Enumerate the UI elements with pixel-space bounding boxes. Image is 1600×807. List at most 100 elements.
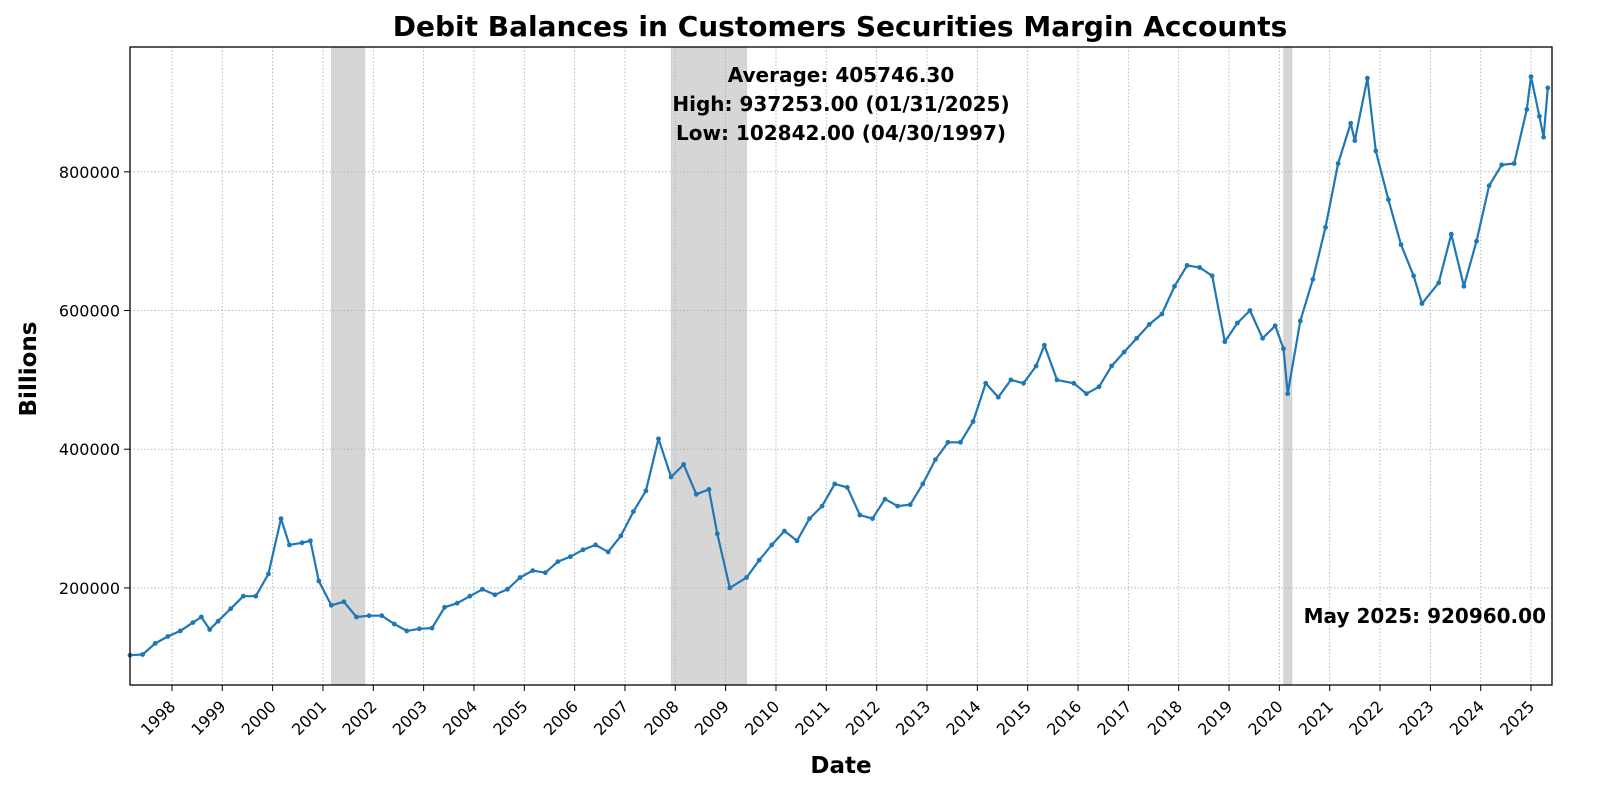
data-point-2023-06 xyxy=(1448,231,1454,237)
data-point-2019-09 xyxy=(1260,335,1265,341)
x-tick-label-2007: 2007 xyxy=(590,697,632,739)
data-point-2004-06 xyxy=(492,592,498,598)
recession-band-0 xyxy=(331,46,366,686)
data-point-1998-10 xyxy=(207,627,213,632)
x-tick-label-2021: 2021 xyxy=(1295,697,1337,739)
data-point-2021-03 xyxy=(1335,161,1341,166)
data-point-2013-03 xyxy=(933,457,938,462)
data-point-2014-12 xyxy=(1021,380,1026,386)
y-tick-label-800000: 800000 xyxy=(59,163,120,182)
data-point-2016-03 xyxy=(1084,391,1089,397)
data-point-2009-12 xyxy=(769,542,775,548)
data-point-2010-09 xyxy=(807,516,812,521)
grid-lines xyxy=(130,47,1552,685)
x-tick-label-2009: 2009 xyxy=(691,697,733,739)
data-point-2024-12 xyxy=(1524,107,1530,112)
x-axis-ticks: 1998 1999 2000 2001 2002 2003 2004 2005 2006 2007… xyxy=(137,685,1538,739)
data-point-2015-05 xyxy=(1042,342,1047,348)
data-point-2009-02 xyxy=(727,585,733,591)
data-point-2003-09 xyxy=(454,600,460,606)
data-point-2002-12 xyxy=(417,626,422,632)
data-point-2014-03 xyxy=(983,380,989,386)
data-point-1997-12 xyxy=(165,634,171,639)
data-point-2000-08 xyxy=(299,540,305,546)
plot-frame xyxy=(129,46,1553,686)
data-point-2013-06 xyxy=(945,439,951,445)
data-point-2022-06 xyxy=(1398,242,1404,248)
data-point-2005-12 xyxy=(568,554,573,560)
data-point-2005-03 xyxy=(530,568,536,573)
data-point-2003-12 xyxy=(467,593,473,599)
data-point-2019-06 xyxy=(1247,308,1253,313)
y-tick-label-600000: 600000 xyxy=(59,302,120,321)
data-point-2010-06 xyxy=(794,538,800,544)
data-point-2000-03 xyxy=(278,516,284,521)
x-tick-label-2017: 2017 xyxy=(1093,697,1135,739)
x-tick-label-2008: 2008 xyxy=(640,697,682,739)
data-point-2011-03 xyxy=(832,481,838,487)
data-series xyxy=(127,74,1551,658)
data-point-2012-12 xyxy=(920,481,926,487)
x-tick-label-2000: 2000 xyxy=(238,697,280,739)
data-point-2020-02 xyxy=(1281,346,1286,352)
data-point-2016-06 xyxy=(1096,384,1102,390)
y-axis-label: Billions xyxy=(16,322,42,417)
data-point-2022-09 xyxy=(1411,273,1416,279)
data-point-2020-03 xyxy=(1285,391,1291,397)
x-tick-label-2003: 2003 xyxy=(389,697,431,739)
data-point-2003-03 xyxy=(429,625,435,631)
x-tick-label-2004: 2004 xyxy=(439,697,481,739)
data-point-2024-03 xyxy=(1486,183,1492,189)
x-tick-label-2020: 2020 xyxy=(1244,697,1286,739)
data-point-2008-03 xyxy=(681,462,687,467)
data-point-2007-12 xyxy=(668,474,674,480)
data-point-2001-06 xyxy=(341,599,347,605)
data-point-2018-06 xyxy=(1197,265,1202,270)
data-point-2001-03 xyxy=(328,602,334,608)
stats-high: High: 937253.00 (01/31/2025) xyxy=(672,92,1009,116)
y-tick-label-200000: 200000 xyxy=(59,579,120,598)
data-point-2005-06 xyxy=(542,570,548,576)
data-point-2002-06 xyxy=(391,621,397,627)
data-point-2015-12 xyxy=(1071,380,1077,386)
data-point-1999-09 xyxy=(253,593,259,599)
data-point-2001-12 xyxy=(366,613,372,619)
data-point-1997-06 xyxy=(140,652,146,657)
data-point-2025-03 xyxy=(1537,113,1542,119)
data-point-2004-09 xyxy=(505,586,510,592)
x-tick-label-2013: 2013 xyxy=(892,697,934,739)
data-point-2022-11 xyxy=(1419,301,1425,306)
x-tick-label-2014: 2014 xyxy=(942,697,984,739)
x-tick-label-2015: 2015 xyxy=(993,697,1035,739)
data-point-2025-05 xyxy=(1545,85,1551,91)
data-point-2015-03 xyxy=(1033,363,1039,369)
data-point-2012-09 xyxy=(907,502,913,508)
data-point-2021-07 xyxy=(1352,138,1358,144)
x-tick-label-1999: 1999 xyxy=(187,697,229,739)
data-point-2018-12 xyxy=(1222,339,1228,345)
latest-value-label: May 2025: 920960.00 xyxy=(1304,604,1546,628)
data-point-2011-06 xyxy=(844,485,850,490)
data-point-2002-09 xyxy=(404,628,410,634)
series-line-0 xyxy=(129,75,1549,657)
data-point-2023-09 xyxy=(1461,283,1467,289)
data-point-2013-09 xyxy=(958,439,963,445)
data-point-2019-12 xyxy=(1272,323,1278,329)
data-point-2025-04 xyxy=(1541,134,1546,140)
data-point-1999-03 xyxy=(228,606,234,612)
data-point-2011-12 xyxy=(870,516,875,521)
data-point-2020-06 xyxy=(1297,318,1303,324)
data-point-1998-06 xyxy=(190,620,196,625)
x-tick-label-2018: 2018 xyxy=(1144,697,1186,739)
data-point-2023-12 xyxy=(1474,238,1479,244)
data-point-2021-10 xyxy=(1365,75,1370,81)
data-point-2024-06 xyxy=(1499,162,1505,168)
data-point-1999-12 xyxy=(266,571,271,577)
data-point-2000-12 xyxy=(316,578,322,584)
x-tick-label-2016: 2016 xyxy=(1043,697,1085,739)
data-point-1998-08 xyxy=(198,614,204,620)
x-tick-label-2006: 2006 xyxy=(540,697,582,739)
data-point-2006-09 xyxy=(605,549,611,555)
data-point-2012-03 xyxy=(882,496,888,502)
data-point-2014-06 xyxy=(995,394,1001,400)
